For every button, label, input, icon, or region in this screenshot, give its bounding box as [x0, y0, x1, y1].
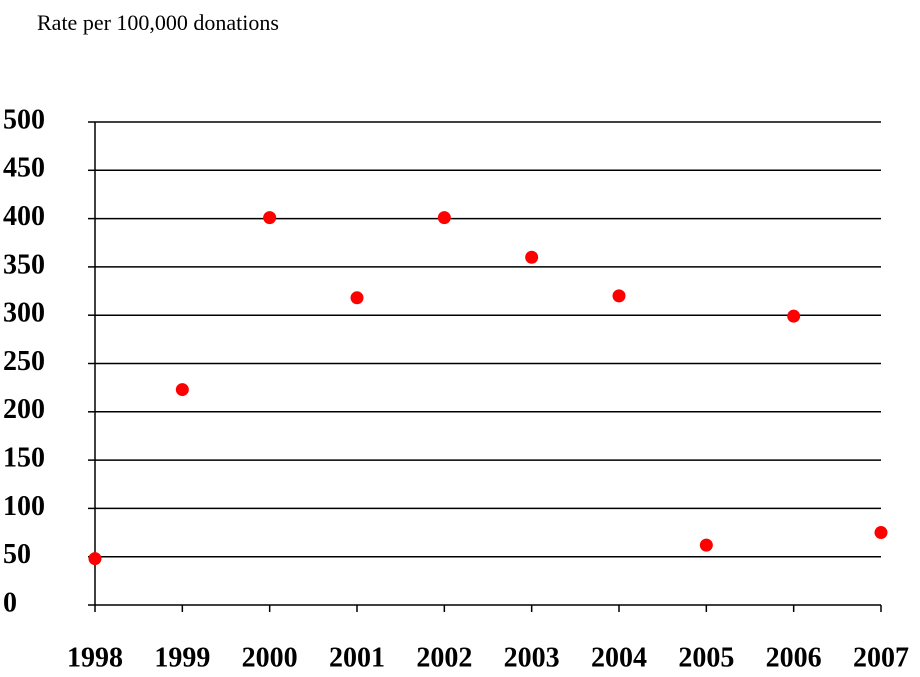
marker	[175, 383, 189, 397]
y-tick-label: 400	[3, 201, 45, 232]
x-tick-label: 1999	[154, 642, 210, 673]
x-tick-label: 2004	[591, 642, 647, 673]
marker	[699, 538, 713, 552]
y-tick-label: 0	[3, 587, 17, 618]
x-tick-label: 2002	[416, 642, 472, 673]
x-tick-label: 2000	[242, 642, 298, 673]
x-tick-label: 2003	[504, 642, 560, 673]
y-tick-label: 300	[3, 298, 45, 329]
y-tick-label: 350	[3, 249, 45, 280]
x-tick-label: 2006	[766, 642, 822, 673]
x-tick-label: 2007	[853, 642, 909, 673]
marker	[350, 291, 364, 305]
marker	[874, 526, 888, 540]
y-tick-label: 100	[3, 491, 45, 522]
marker	[263, 211, 277, 225]
marker	[525, 250, 539, 264]
y-tick-label: 500	[3, 104, 45, 135]
marker	[88, 552, 102, 566]
marker	[612, 289, 626, 303]
y-tick-label: 50	[3, 539, 31, 570]
y-tick-label: 150	[3, 443, 45, 474]
x-tick-label: 1998	[67, 642, 123, 673]
y-tick-label: 200	[3, 394, 45, 425]
chart-title: Rate per 100,000 donations	[37, 10, 279, 35]
y-tick-label: 450	[3, 153, 45, 184]
marker	[787, 309, 801, 323]
y-tick-label: 250	[3, 346, 45, 377]
x-tick-label: 2001	[329, 642, 385, 673]
marker	[437, 211, 451, 225]
x-tick-label: 2005	[678, 642, 734, 673]
